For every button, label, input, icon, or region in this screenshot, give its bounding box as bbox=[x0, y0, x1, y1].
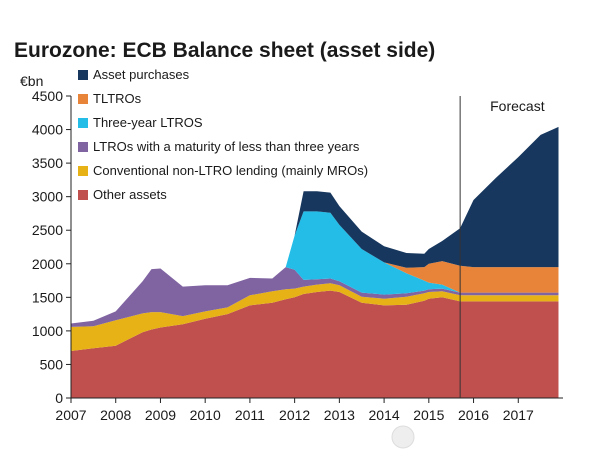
y-tick-label: 0 bbox=[55, 390, 63, 406]
x-tick-label: 2010 bbox=[190, 407, 221, 423]
legend-label-three-year-ltros: Three-year LTROS bbox=[93, 115, 203, 130]
legend-swatch-conventional-non-ltro-lending-mainly-mros bbox=[78, 166, 88, 176]
y-tick-label: 4000 bbox=[32, 122, 63, 138]
y-tick-label: 2500 bbox=[32, 222, 63, 238]
area-ltros-with-a-maturity-of-less-than-three-years bbox=[71, 267, 559, 327]
x-tick-label: 2014 bbox=[369, 407, 400, 423]
chart-title: Eurozone: ECB Balance sheet (asset side) bbox=[14, 39, 435, 62]
forecast-marker: Forecast bbox=[459, 96, 545, 398]
x-tick-label: 2016 bbox=[458, 407, 489, 423]
y-tick-label: 500 bbox=[40, 356, 64, 372]
legend-label-asset-purchases: Asset purchases bbox=[93, 67, 190, 82]
legend-swatch-ltros-with-a-maturity-of-less-than-three-years bbox=[78, 142, 88, 152]
axes bbox=[66, 95, 563, 403]
legend-swatch-asset-purchases bbox=[78, 70, 88, 80]
x-tick-label: 2017 bbox=[503, 407, 534, 423]
area-tltros bbox=[71, 211, 559, 324]
forecast-label: Forecast bbox=[490, 98, 545, 114]
area-layers bbox=[71, 126, 559, 398]
x-tick-label: 2007 bbox=[55, 407, 86, 423]
watermark bbox=[391, 425, 415, 449]
legend-label-ltros-with-a-maturity-of-less-than-three-years: LTROs with a maturity of less than three… bbox=[93, 139, 360, 154]
x-tick-label: 2013 bbox=[324, 407, 355, 423]
x-tick-label: 2009 bbox=[145, 407, 176, 423]
x-tick-labels: 2007 2008 2009 2010 2011 2012 2013 2014 2015 2016… bbox=[55, 407, 534, 423]
legend-label-tltros: TLTROs bbox=[93, 91, 142, 106]
watermark-logo-icon bbox=[391, 425, 415, 449]
x-tick-label: 2008 bbox=[100, 407, 131, 423]
legend-label-other-assets: Other assets bbox=[93, 187, 167, 202]
x-tick-label: 2011 bbox=[235, 407, 265, 423]
y-tick-label: 3000 bbox=[32, 189, 63, 205]
area-other-assets bbox=[71, 290, 559, 398]
x-tick-label: 2015 bbox=[413, 407, 444, 423]
x-tick-label: 2012 bbox=[279, 407, 310, 423]
area-conventional-non-ltro-lending-mainly-mros bbox=[71, 283, 559, 351]
area-three-year-ltros bbox=[71, 211, 559, 324]
y-tick-labels: 0 500 1000 1500 2000 2500 3000 3500 4000 4500 bbox=[32, 88, 63, 406]
legend-swatch-other-assets bbox=[78, 190, 88, 200]
legend: Asset purchases TLTROs Three-year LTROS LTR… bbox=[78, 67, 368, 202]
legend-label-conventional-non-ltro-lending-mainly-mros: Conventional non-LTRO lending (mainly MR… bbox=[93, 163, 368, 178]
y-tick-label: 3500 bbox=[32, 155, 63, 171]
legend-swatch-three-year-ltros bbox=[78, 118, 88, 128]
y-tick-label: 2000 bbox=[32, 256, 63, 272]
y-tick-label: 4500 bbox=[32, 88, 63, 104]
y-tick-label: 1500 bbox=[32, 289, 63, 305]
legend-swatch-tltros bbox=[78, 94, 88, 104]
y-tick-label: 1000 bbox=[32, 323, 63, 339]
y-unit-label: €bn bbox=[20, 73, 43, 89]
